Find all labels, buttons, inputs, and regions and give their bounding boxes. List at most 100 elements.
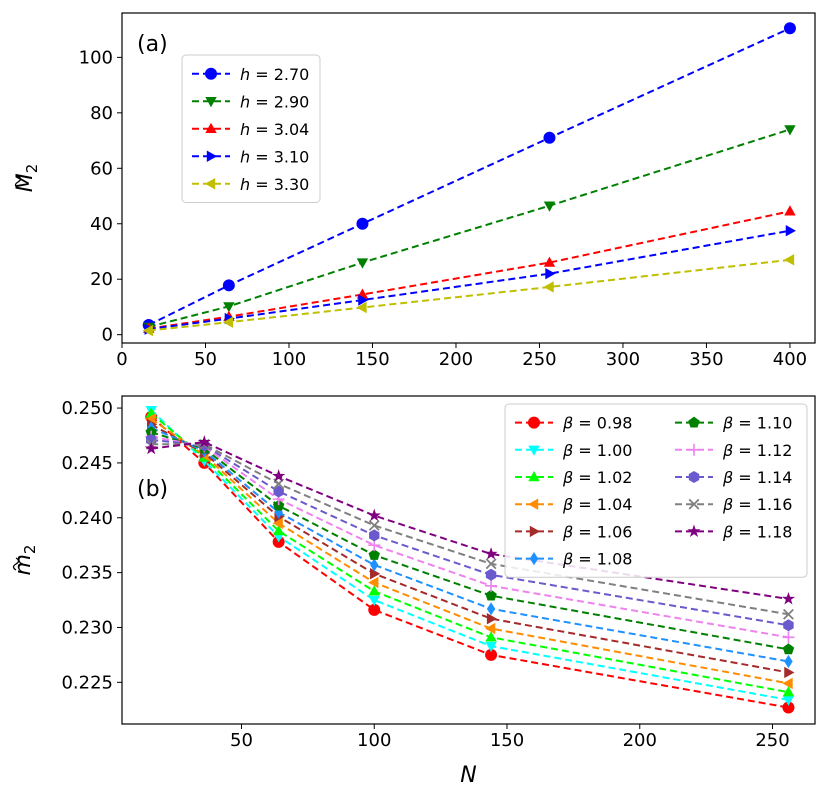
y-tick-label: 0.240: [61, 508, 113, 529]
series-line: [150, 431, 789, 651]
legend-label: h = 3.30: [240, 175, 309, 194]
y-tick-label: 0.230: [61, 617, 113, 638]
series-4: [142, 254, 795, 337]
legend-value: = 1.16: [733, 495, 792, 514]
panel-label: (b): [137, 477, 168, 502]
legend-box: [181, 54, 321, 203]
data-point: [782, 701, 795, 714]
data-point: [272, 517, 283, 529]
data-point: [370, 568, 381, 580]
data-point: [485, 622, 496, 635]
data-point: [142, 324, 153, 337]
legend-marker: [687, 524, 701, 537]
legend-value: = 3.04: [250, 120, 309, 139]
legend-entry: β = 1.14: [675, 468, 792, 487]
y-tick-label: 0.250: [61, 398, 113, 419]
data-point: [144, 441, 158, 455]
legend-marker: [528, 498, 539, 510]
legend-value: = 1.02: [573, 468, 632, 487]
data-point: [368, 549, 380, 560]
legend-label: β = 1.16: [722, 495, 792, 514]
legend-value: = 1.12: [733, 441, 792, 460]
data-point: [370, 558, 379, 572]
data-point: [783, 619, 794, 632]
y-tick-label: 60: [90, 158, 113, 179]
legend-label: β = 1.12: [722, 441, 792, 460]
legend-label: h = 3.10: [240, 147, 309, 166]
legend-variable: β: [722, 414, 733, 433]
x-tick-label: 250: [755, 730, 789, 751]
data-point: [222, 279, 235, 292]
legend-label: β = 1.04: [562, 495, 632, 514]
axes-frame: [121, 395, 816, 725]
legend-entry: β = 0.98: [515, 414, 632, 433]
legend-entry: β = 1.18: [675, 522, 792, 541]
legend-variable: β: [562, 441, 573, 460]
data-point: [782, 631, 795, 644]
panel-label: (a): [137, 32, 168, 57]
data-point: [368, 520, 380, 531]
x-tick-label: 150: [355, 349, 389, 370]
legend-value: = 1.08: [573, 550, 632, 569]
legend-variable: h: [240, 175, 250, 194]
legend-entry: h = 2.70: [192, 65, 309, 84]
data-point: [485, 558, 497, 570]
series-line: [150, 409, 789, 701]
legend-variable: β: [722, 522, 733, 541]
series-line: [151, 443, 789, 616]
data-point: [368, 585, 380, 596]
legend-label: h = 3.04: [240, 120, 309, 139]
legend-variable: β: [722, 495, 733, 514]
data-point: [545, 267, 556, 280]
legend-marker: [528, 445, 540, 456]
legend-label: h = 2.70: [240, 65, 309, 84]
series-2: [143, 205, 796, 333]
data-point: [783, 254, 795, 266]
data-point: [485, 568, 497, 581]
y-tick-label: 0: [102, 325, 113, 346]
data-point: [272, 499, 285, 511]
y-tick-label: 20: [90, 269, 113, 290]
y-tick-label: 0.235: [61, 563, 113, 584]
x-tick-label: 0: [116, 349, 127, 370]
legend-marker: [688, 498, 700, 510]
series-line: [148, 229, 791, 331]
legend-entry: β = 1.02: [515, 468, 632, 487]
legend-variable: h: [240, 65, 250, 84]
data-point: [485, 589, 497, 601]
legend-variable: β: [722, 468, 733, 487]
data-point: [369, 529, 380, 542]
axes-frame: [121, 12, 816, 344]
legend-box: [504, 403, 808, 578]
legend-variable: h: [240, 147, 250, 166]
legend-value: = 2.70: [250, 65, 309, 84]
legend-value: = 1.18: [733, 522, 792, 541]
y-axis-label-subscript: 2: [23, 164, 41, 174]
series-line: [148, 210, 791, 330]
data-point: [367, 508, 381, 522]
legend-marker: [205, 122, 217, 133]
data-point: [272, 469, 286, 482]
x-tick-label: 100: [357, 730, 391, 751]
legend-value: = 3.10: [250, 147, 309, 166]
legend-variable: β: [562, 414, 573, 433]
series-line: [150, 423, 789, 674]
y-tick-label: 0.225: [61, 672, 113, 693]
data-point: [273, 485, 284, 498]
data-point: [783, 22, 796, 35]
data-point: [222, 316, 234, 328]
legend-value: = 1.06: [573, 522, 632, 541]
legend-label: h = 2.90: [240, 92, 309, 111]
data-point: [543, 281, 554, 293]
data-point: [486, 602, 496, 616]
legend-entry: β = 1.08: [515, 550, 632, 569]
x-tick-label: 200: [439, 349, 473, 370]
legend-marker: [688, 416, 700, 428]
y-tick-label: 0.245: [61, 453, 113, 474]
legend-marker: [688, 471, 700, 483]
legend-label: β = 1.08: [562, 550, 632, 569]
x-tick-label: 300: [606, 349, 640, 370]
data-point: [784, 125, 796, 136]
legend-entry: β = 1.00: [515, 441, 632, 460]
